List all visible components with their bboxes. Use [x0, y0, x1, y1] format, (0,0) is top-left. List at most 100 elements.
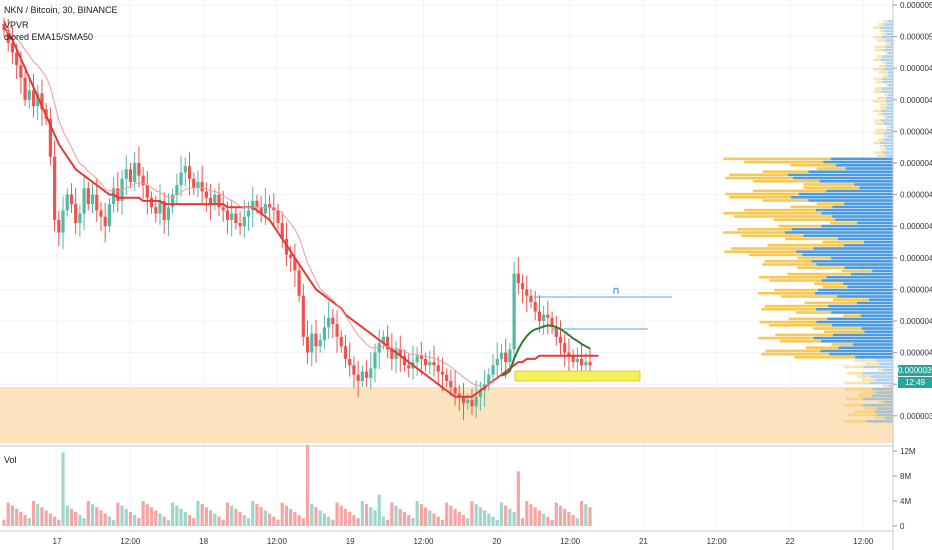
legend-vpvr[interactable]: VPVR	[4, 20, 29, 30]
volume-bar	[48, 513, 52, 526]
volume-profile-bar-sell	[884, 42, 891, 45]
volume-bar	[398, 508, 402, 526]
time-axis[interactable]: 17 12:00 18 12:00 19 12:00 20 12:00 21 12:00 22 12:…	[53, 537, 874, 546]
volume-profile-bar-sell	[857, 394, 872, 397]
volume-profile-bar-buy	[829, 352, 893, 356]
volume-profile-bar-sell	[865, 362, 879, 365]
volume-bar	[112, 519, 116, 526]
candle-body	[301, 295, 305, 337]
volume-profile-bar-buy	[837, 295, 893, 298]
volume-profile-bar-sell	[856, 375, 871, 378]
volume-profile-bar-sell	[759, 320, 817, 324]
candle-body	[246, 210, 251, 217]
volume-profile-bar-buy	[813, 336, 893, 340]
price-axis[interactable]: 0.00000510 0.00000500 0.00000490 0.00000480…	[893, 1, 932, 421]
candle-body	[512, 273, 516, 350]
legend-volume[interactable]: Vol	[4, 455, 17, 465]
volume-profile-bar-buy	[821, 279, 893, 282]
volume-profile-bar-sell	[731, 247, 814, 250]
volume-bar	[428, 510, 432, 526]
volume-bar	[369, 507, 373, 526]
candle-body	[571, 355, 575, 363]
volume-profile-bar-sell	[879, 29, 885, 33]
volume-bar	[36, 504, 40, 526]
volume-profile-bar-buy	[816, 263, 893, 266]
volume-profile-bar-sell	[725, 176, 793, 180]
candle-body	[504, 352, 508, 363]
volume-profile-bar-buy	[888, 52, 893, 55]
volume-profile-bar-buy	[882, 151, 893, 154]
volume-bar	[293, 511, 297, 526]
volume-bar	[449, 505, 453, 526]
candle-body	[95, 194, 99, 211]
volume-bar	[230, 505, 234, 526]
volume-profile-bar-sell	[874, 90, 882, 93]
volume-profile-bar-sell	[790, 205, 833, 209]
candle-body	[423, 358, 428, 366]
volume-profile-bar-sell	[744, 208, 816, 212]
volume-profile-bar-sell	[765, 349, 821, 353]
volume-bar	[284, 505, 289, 526]
candle-body	[192, 178, 196, 189]
volume-profile-bar-buy	[884, 23, 893, 26]
volume-bar	[175, 505, 179, 526]
time-tick-label: 20	[492, 537, 501, 546]
volume-bar	[520, 518, 525, 526]
volume-profile-bar-buy	[881, 87, 893, 90]
volume-profile-bar-buy	[823, 160, 893, 164]
volume-profile-bar-buy	[882, 80, 893, 84]
volume-profile-bar-buy	[884, 45, 893, 49]
price-tick-label: 0.00000470	[900, 127, 932, 136]
volume-bar	[436, 516, 440, 526]
volume-bar	[213, 513, 217, 526]
volume-bar	[280, 502, 284, 526]
candlestick-series	[2, 17, 592, 420]
volume-profile-bar-buy	[828, 304, 893, 308]
volume-bar	[360, 501, 364, 526]
volume-bar	[246, 518, 251, 526]
volume-bar	[335, 502, 339, 526]
time-tick-label: 12:00	[120, 537, 141, 546]
candle-body	[69, 194, 74, 205]
volume-bar	[263, 510, 267, 526]
volume-profile-bar-sell	[761, 308, 817, 311]
volume-profile-bar-buy	[883, 400, 893, 404]
volume-profile-bar-buy	[792, 176, 893, 180]
volume-profile-bar-buy	[836, 164, 893, 167]
volume-tick-label: 8M	[900, 472, 911, 481]
volume-profile-bar-buy	[869, 298, 893, 301]
volume-profile-bar-sell	[843, 365, 864, 369]
volume-bar	[116, 502, 120, 526]
volume-profile-bar-buy	[890, 42, 893, 45]
candle-body	[322, 327, 327, 340]
volume-profile-bar-sell	[882, 384, 889, 388]
volume-bar	[57, 519, 61, 526]
target-box[interactable]	[514, 370, 641, 382]
volume-bar	[348, 511, 352, 526]
candle-body	[187, 166, 192, 179]
sma50-line	[3, 26, 599, 398]
volume-profile-bar-sell	[778, 224, 822, 228]
volume-profile-bar-buy	[878, 362, 893, 365]
candle-body	[27, 90, 31, 100]
candle-body	[23, 77, 27, 100]
volume-profile-bar-buy	[887, 135, 893, 138]
volume-bar	[171, 502, 175, 526]
volume-bar	[40, 507, 44, 526]
price-tick-label: 0.00000410	[900, 317, 932, 326]
volume-profile-bar-sell	[881, 61, 887, 65]
volume-profile-bar-buy	[845, 167, 893, 170]
candle-body	[99, 210, 103, 217]
candle-body	[356, 374, 360, 382]
legend-symbol[interactable]: NKN / Bitcoin, 30, BINANCE	[4, 5, 118, 15]
legend-ema-sma[interactable]: olored EMA15/SMA50	[4, 32, 94, 42]
volume-bar	[179, 508, 183, 526]
candle-body	[369, 368, 373, 378]
candle-body	[364, 371, 369, 378]
volume-bar	[82, 518, 86, 526]
volume-profile-bar-sell	[877, 368, 884, 372]
volume-bars	[2, 444, 592, 526]
volume-bar	[331, 519, 335, 526]
volume-bar	[466, 518, 470, 526]
